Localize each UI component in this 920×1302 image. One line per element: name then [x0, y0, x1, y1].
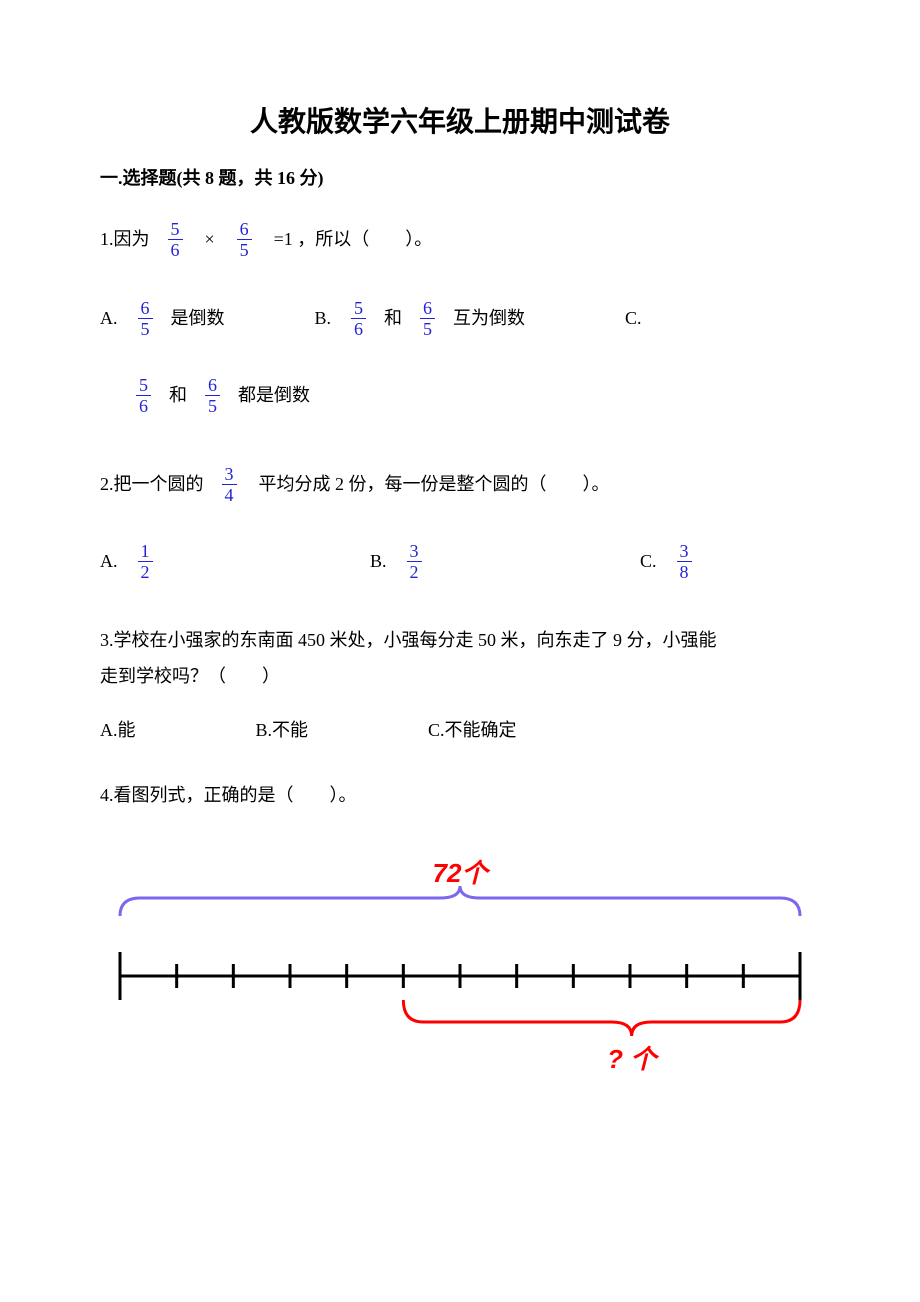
- fraction-6-5: 6 5: [420, 299, 435, 338]
- q2-prefix: 2.把一个圆的: [100, 467, 204, 501]
- choice-text: 互为倒数: [453, 301, 525, 335]
- fraction-6-5: 6 5: [138, 299, 153, 338]
- choice-text: 是倒数: [171, 301, 225, 335]
- fraction-3-2: 3 2: [407, 542, 422, 581]
- q3-choice-A: A.能: [100, 713, 136, 747]
- fraction-5-6: 5 6: [351, 299, 366, 338]
- choice-label: C.: [640, 544, 657, 578]
- fraction-3-8: 3 8: [677, 542, 692, 581]
- q1-choice-B: B. 5 6 和 6 5 互为倒数: [315, 299, 526, 338]
- number-line-diagram: 72个 ? 个: [110, 846, 810, 1076]
- fraction-3-4: 3 4: [222, 465, 237, 504]
- and-text: 和: [384, 301, 402, 335]
- q2-choice-B: B. 3 2: [370, 542, 600, 581]
- fraction-6-5: 6 5: [237, 220, 252, 259]
- choice-label: B.: [370, 544, 387, 578]
- q1-prefix: 1.因为: [100, 222, 150, 256]
- q1-eq: =1 ，所以（ ）。: [274, 222, 433, 256]
- fraction-1-2: 1 2: [138, 542, 153, 581]
- question-1: 1.因为 5 6 × 6 5 =1 ，所以（ ）。 A. 6 5: [100, 220, 820, 415]
- q1-choice-C-label: C.: [625, 301, 642, 335]
- page-title: 人教版数学六年级上册期中测试卷: [100, 100, 820, 140]
- svg-text:72个: 72个: [433, 858, 491, 888]
- q3-line1: 3.学校在小强家的东南面 450 米处，小强每分走 50 米，向东走了 9 分，…: [100, 623, 820, 657]
- q3-choice-C: C.不能确定: [428, 713, 517, 747]
- q2-choice-C: C. 3 8: [640, 542, 696, 581]
- q1-choice-C-body: 5 6 和 6 5 都是倒数: [132, 376, 820, 415]
- q3-choices: A.能 B.不能 C.不能确定: [100, 713, 820, 747]
- and-text: 和: [169, 378, 187, 412]
- svg-text:? 个: ? 个: [607, 1044, 659, 1074]
- question-2: 2.把一个圆的 3 4 平均分成 2 份，每一份是整个圆的（ ）。 A. 1 2…: [100, 465, 820, 581]
- choice-label: C.: [625, 301, 642, 335]
- q4-text: 4.看图列式，正确的是（ ）。: [100, 778, 820, 812]
- fraction-6-5: 6 5: [205, 376, 220, 415]
- q1-choice-A: A. 6 5 是倒数: [100, 299, 225, 338]
- section-heading: 一.选择题(共 8 题，共 16 分): [100, 164, 820, 190]
- times-symbol: ×: [205, 222, 215, 256]
- q1-choices: A. 6 5 是倒数 B. 5 6 和 6: [100, 299, 820, 338]
- q3-line2: 走到学校吗？（ ）: [100, 659, 820, 693]
- q3-choice-B: B.不能: [256, 713, 309, 747]
- q4-diagram: 72个 ? 个: [100, 846, 820, 1087]
- choice-label: B.: [315, 301, 332, 335]
- q1-stem: 1.因为 5 6 × 6 5 =1 ，所以（ ）。: [100, 220, 820, 259]
- q2-choice-A: A. 1 2: [100, 542, 330, 581]
- q2-suffix: 平均分成 2 份，每一份是整个圆的（ ）。: [259, 467, 610, 501]
- fraction-5-6: 5 6: [168, 220, 183, 259]
- page: 人教版数学六年级上册期中测试卷 一.选择题(共 8 题，共 16 分) 1.因为…: [0, 0, 920, 1302]
- choice-label: A.: [100, 544, 118, 578]
- fraction-5-6: 5 6: [136, 376, 151, 415]
- q2-choices: A. 1 2 B. 3 2 C. 3 8: [100, 542, 820, 581]
- q2-stem: 2.把一个圆的 3 4 平均分成 2 份，每一份是整个圆的（ ）。: [100, 465, 820, 504]
- choice-text: 都是倒数: [238, 378, 310, 412]
- question-3: 3.学校在小强家的东南面 450 米处，小强每分走 50 米，向东走了 9 分，…: [100, 623, 820, 748]
- question-4: 4.看图列式，正确的是（ ）。 72个 ? 个: [100, 778, 820, 1087]
- choice-label: A.: [100, 301, 118, 335]
